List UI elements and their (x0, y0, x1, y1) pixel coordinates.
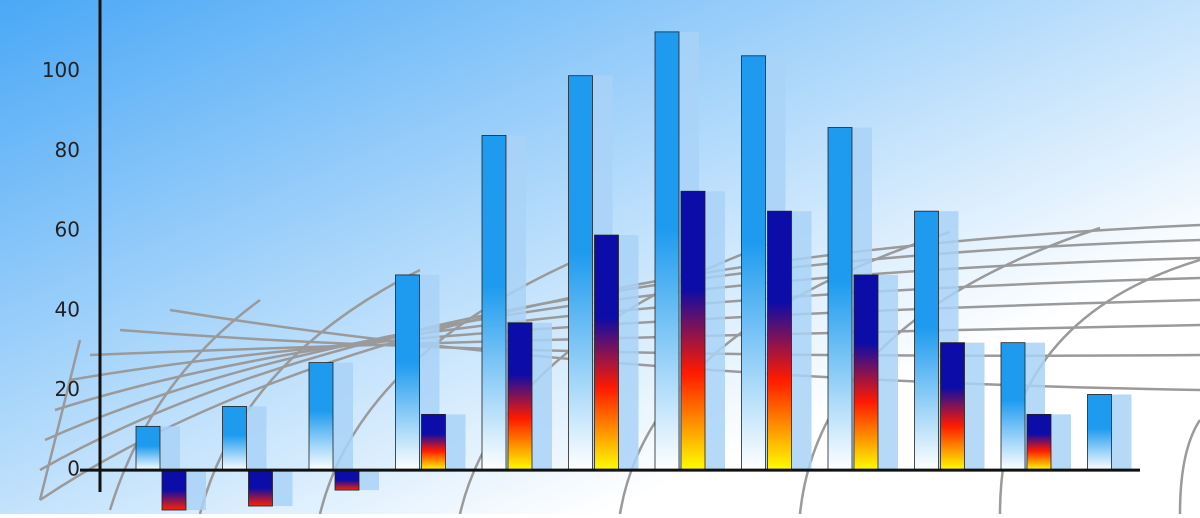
bar (334, 469, 360, 491)
bar-shadow (158, 426, 180, 471)
bar (594, 234, 619, 471)
bar (222, 406, 247, 471)
bar (767, 210, 792, 471)
bar-shadow (244, 406, 267, 471)
y-tick-label: 60 (55, 218, 80, 242)
bar (741, 55, 766, 471)
bar (308, 362, 334, 471)
bar-shadow (703, 191, 725, 471)
bar-shadow (962, 342, 985, 471)
bar-shadow (270, 470, 293, 507)
bar (507, 322, 533, 471)
bar (421, 413, 446, 471)
bar (248, 469, 273, 507)
bar-shadow (876, 274, 898, 471)
bar-shadow (331, 362, 353, 471)
bar (680, 190, 706, 471)
bar-shadow (1049, 414, 1071, 471)
bar-shadow (357, 470, 379, 491)
y-tick-label: 40 (55, 297, 80, 321)
bar (568, 75, 593, 471)
bar-shadow (1109, 394, 1132, 471)
bar (481, 135, 507, 471)
bar-shadow (184, 470, 206, 511)
bar (1087, 394, 1112, 471)
bar (161, 469, 187, 511)
y-tick-label: 100 (42, 58, 80, 82)
bar-shadow (616, 235, 639, 471)
bar (853, 274, 879, 471)
y-tick-label: 20 (55, 377, 80, 401)
bar (914, 210, 939, 471)
bar-shadow (789, 211, 812, 471)
y-tick-label: 80 (55, 138, 80, 162)
bar (1026, 413, 1052, 471)
bar (940, 342, 965, 471)
bar (654, 31, 680, 471)
bar (135, 425, 161, 471)
bar-shadow (530, 322, 552, 471)
bar (1000, 342, 1026, 471)
bar-shadow (443, 414, 466, 471)
bar (827, 127, 853, 471)
bar (395, 274, 420, 471)
y-tick-label: 0 (67, 457, 80, 481)
